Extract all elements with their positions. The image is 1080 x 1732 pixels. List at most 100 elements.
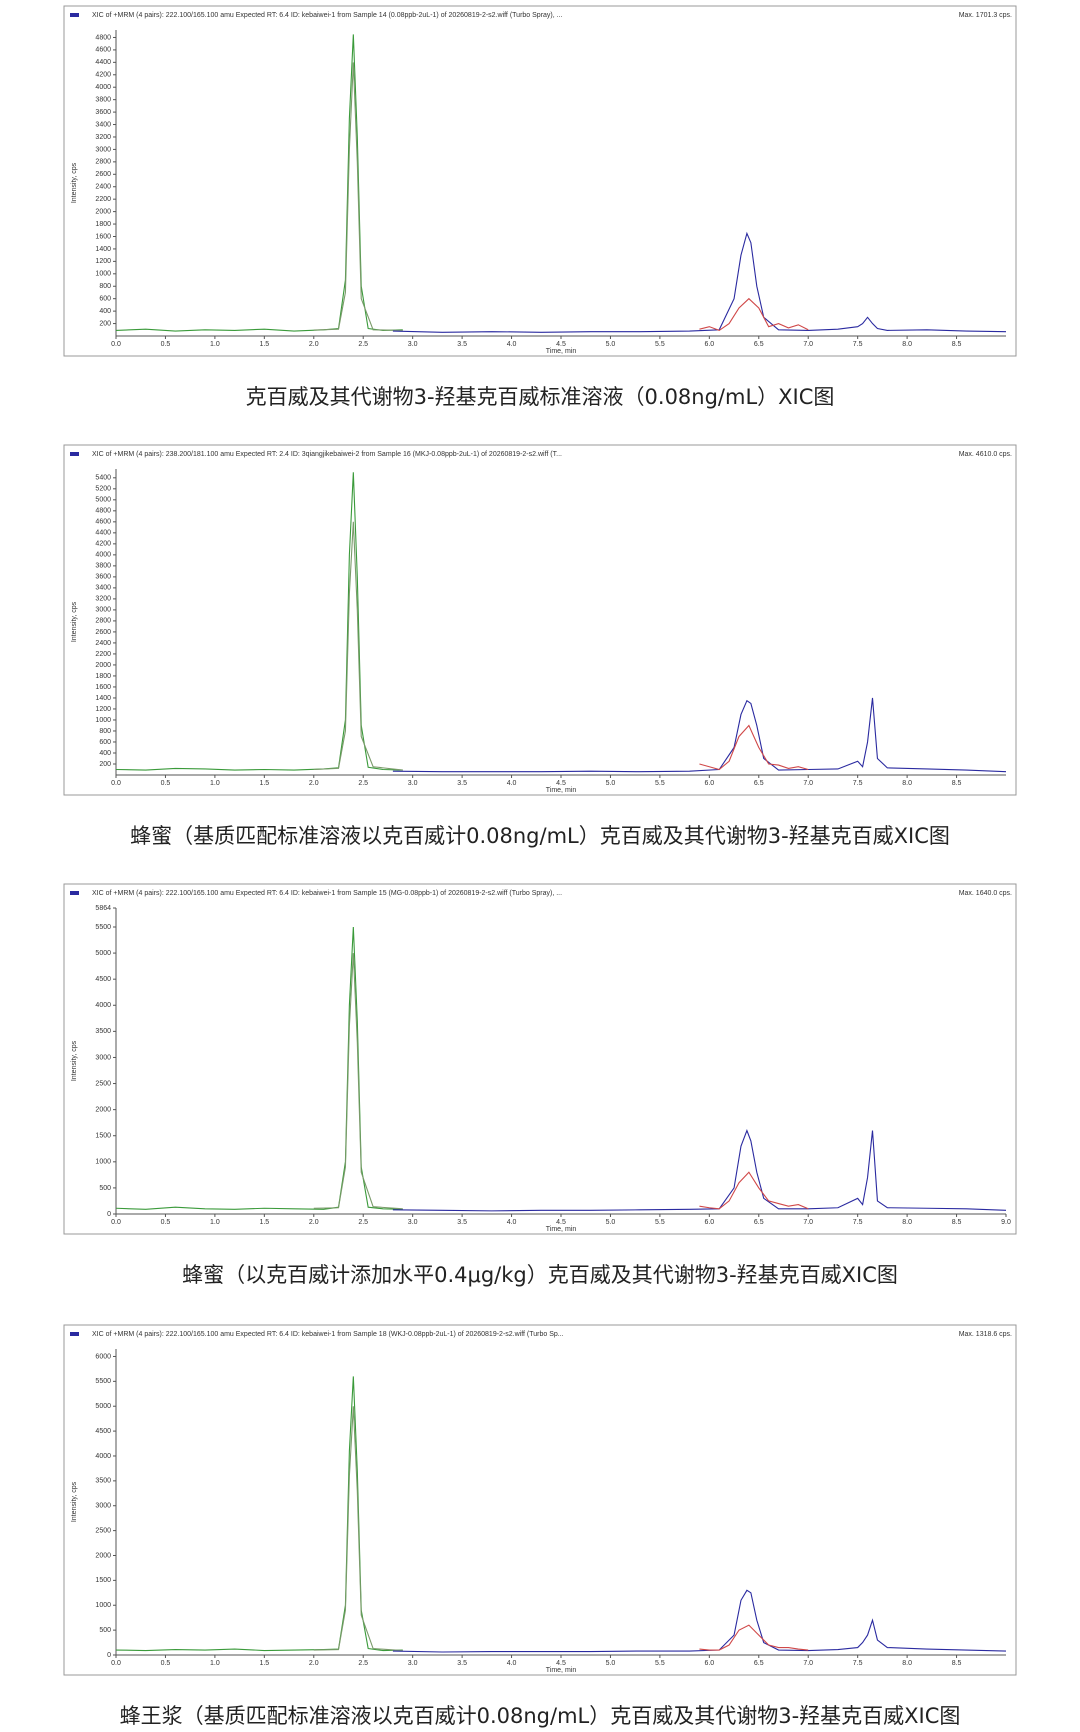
- y-tick-label: 5000: [95, 1403, 111, 1410]
- y-tick-label: 2800: [95, 618, 111, 625]
- y-tick-label: 2200: [95, 651, 111, 658]
- x-tick-label: 6.0: [704, 341, 714, 348]
- y-tick-label: 1000: [95, 271, 111, 278]
- chart-frame: [63, 444, 1017, 796]
- y-tick-label: 500: [99, 1627, 111, 1634]
- x-tick-label: 6.5: [754, 780, 764, 787]
- x-tick-label: 1.0: [210, 1660, 220, 1667]
- y-tick-label: 5400: [95, 475, 111, 482]
- header-text: XIC of +MRM (4 pairs): 222.100/165.100 a…: [92, 890, 562, 897]
- x-tick-label: 0.5: [161, 780, 171, 787]
- x-tick-label: 4.5: [556, 780, 566, 787]
- y-tick-label: 4500: [95, 1428, 111, 1435]
- caption: 蜂蜜（基质匹配标准溶液以克百威计0.08ng/mL）克百威及其代谢物3-羟基克百…: [130, 824, 950, 848]
- x-tick-label: 2.5: [358, 1219, 368, 1226]
- caption: 蜂蜜（以克百威计添加水平0.4μg/kg）克百威及其代谢物3-羟基克百威XIC图: [182, 1263, 898, 1287]
- x-tick-label: 7.5: [853, 341, 863, 348]
- trace-line: [699, 1624, 809, 1651]
- x-tick-label: 1.0: [210, 341, 220, 348]
- x-tick-label: 8.5: [952, 1219, 962, 1226]
- y-tick-label: 4600: [95, 519, 111, 526]
- x-tick-label: 2.5: [358, 1660, 368, 1667]
- x-tick-label: 3.0: [408, 341, 418, 348]
- y-tick-label: 3000: [95, 607, 111, 614]
- y-tick-label: 4000: [95, 1002, 111, 1009]
- x-tick-label: 7.5: [853, 780, 863, 787]
- header-text: XIC of +MRM (4 pairs): 222.100/165.100 a…: [92, 12, 563, 19]
- caption: 克百威及其代谢物3-羟基克百威标准溶液（0.08ng/mL）XIC图: [246, 385, 835, 409]
- x-tick-label: 6.0: [704, 1660, 714, 1667]
- y-tick-label: 1400: [95, 695, 111, 702]
- y-tick-label: 1200: [95, 258, 111, 265]
- y-tick-label: 4400: [95, 530, 111, 537]
- y-tick-label: 4800: [95, 34, 111, 41]
- chart-frame: [63, 1324, 1017, 1676]
- y-tick-label: 3000: [95, 1054, 111, 1061]
- x-axis-label: Time, min: [546, 1226, 577, 1233]
- x-tick-label: 4.0: [507, 780, 517, 787]
- chart-panel: XIC of +MRM (4 pairs): 222.100/165.100 a…: [63, 1324, 1017, 1728]
- y-tick-label: 4000: [95, 84, 111, 91]
- y-tick-label: 5000: [95, 950, 111, 957]
- x-tick-label: 3.5: [457, 780, 467, 787]
- x-tick-label: 0.0: [111, 341, 121, 348]
- y-tick-label: 5500: [95, 924, 111, 931]
- y-tick-label: 2600: [95, 171, 111, 178]
- y-tick-label: 3500: [95, 1478, 111, 1485]
- x-tick-label: 8.0: [902, 341, 912, 348]
- y-tick-label: 400: [99, 750, 111, 757]
- y-tick-label: 3600: [95, 109, 111, 116]
- x-tick-label: 5.0: [606, 780, 616, 787]
- y-tick-label: 1600: [95, 684, 111, 691]
- x-tick-label: 1.0: [210, 1219, 220, 1226]
- y-tick-label: 4000: [95, 552, 111, 559]
- y-tick-label: 4000: [95, 1453, 111, 1460]
- y-tick-label: 5864: [95, 905, 111, 912]
- x-tick-label: 4.5: [556, 1660, 566, 1667]
- x-tick-label: 5.5: [655, 341, 665, 348]
- y-tick-label: 3200: [95, 134, 111, 141]
- y-tick-label: 1600: [95, 233, 111, 240]
- y-tick-label: 3500: [95, 1028, 111, 1035]
- x-tick-label: 1.5: [259, 1219, 269, 1226]
- x-tick-label: 8.0: [902, 780, 912, 787]
- y-tick-label: 4400: [95, 59, 111, 66]
- y-tick-label: 6000: [95, 1353, 111, 1360]
- x-tick-label: 2.0: [309, 1219, 319, 1226]
- trace-line: [392, 697, 1007, 773]
- x-tick-label: 1.0: [210, 780, 220, 787]
- x-tick-label: 3.0: [408, 1660, 418, 1667]
- trace-line: [699, 724, 809, 771]
- y-tick-label: 2500: [95, 1080, 111, 1087]
- legend-swatch: [70, 891, 79, 895]
- trace-line: [313, 521, 403, 771]
- legend-swatch: [70, 452, 79, 456]
- x-tick-label: 4.5: [556, 341, 566, 348]
- x-tick-label: 3.5: [457, 341, 467, 348]
- y-tick-label: 2000: [95, 662, 111, 669]
- y-axis-label: Intensity, cps: [71, 601, 78, 642]
- x-tick-label: 8.5: [952, 1660, 962, 1667]
- x-tick-label: 5.0: [606, 341, 616, 348]
- chart-panel: XIC of +MRM (4 pairs): 222.100/165.100 a…: [63, 883, 1017, 1287]
- y-tick-label: 2400: [95, 184, 111, 191]
- trace-line: [313, 953, 403, 1210]
- x-tick-label: 3.5: [457, 1660, 467, 1667]
- y-tick-label: 2400: [95, 640, 111, 647]
- y-tick-label: 0: [107, 1652, 111, 1659]
- x-tick-label: 1.5: [259, 780, 269, 787]
- x-tick-label: 7.0: [803, 341, 813, 348]
- y-tick-label: 3000: [95, 1503, 111, 1510]
- y-tick-label: 0: [107, 1211, 111, 1218]
- y-tick-label: 2000: [95, 1552, 111, 1559]
- x-tick-label: 2.0: [309, 780, 319, 787]
- trace-line: [699, 297, 809, 332]
- trace-line: [392, 231, 1007, 333]
- trace-line: [392, 1589, 1007, 1653]
- x-tick-label: 1.5: [259, 341, 269, 348]
- y-tick-label: 400: [99, 308, 111, 315]
- x-tick-label: 0.0: [111, 780, 121, 787]
- x-tick-label: 2.0: [309, 1660, 319, 1667]
- legend-swatch: [70, 1332, 79, 1336]
